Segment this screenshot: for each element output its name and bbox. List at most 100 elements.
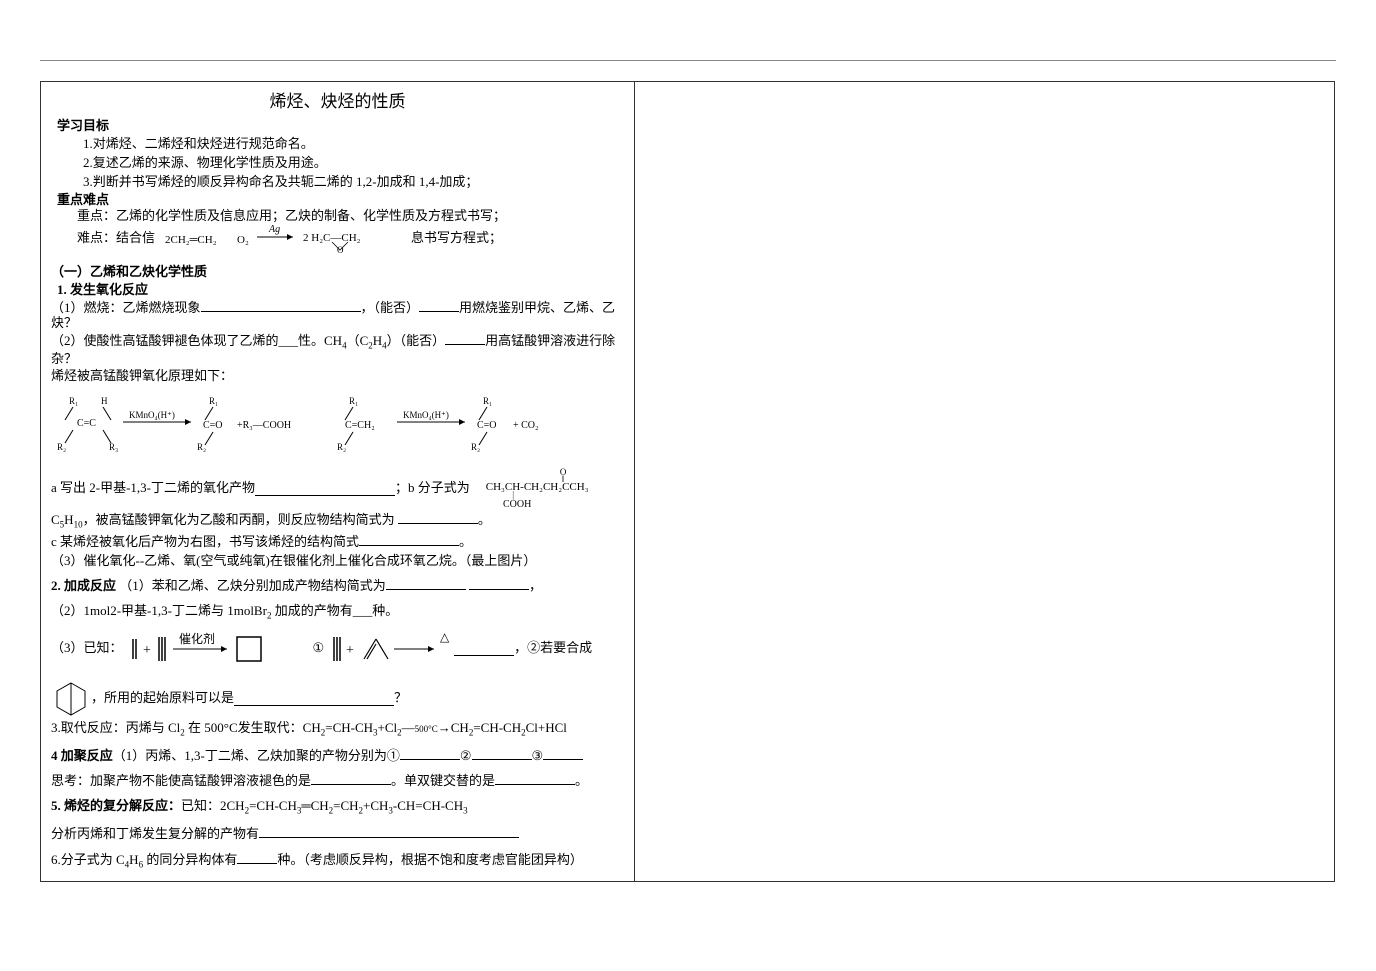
add-q3c: ，②若要合成	[514, 639, 592, 658]
mt-a: 已知：2CH	[181, 798, 245, 813]
th-b: 。单双键交替的是	[391, 773, 495, 788]
page-root: 烯烃、炔烃的性质 学习目标 1.对烯烃、二烯烃和炔烃进行规范命名。 2.复述乙烯…	[0, 0, 1376, 882]
svg-text:R₃: R₃	[109, 442, 118, 452]
blank	[386, 576, 466, 590]
mt-e: +CH	[363, 798, 388, 813]
blank	[543, 746, 583, 760]
svg-text:R₁: R₁	[209, 396, 218, 406]
qc-end: 。	[459, 534, 472, 549]
add-q3b: ①	[313, 639, 325, 658]
ap-b: ②	[460, 748, 472, 763]
sub2-heading: 2. 加成反应	[51, 578, 116, 593]
svg-text:C=CH₂: C=CH₂	[345, 420, 375, 431]
oxidation-q3: （3）催化氧化--乙烯、氧(空气或纯氧)在银催化剂上催化合成环氧乙烷。（最上图片…	[51, 552, 624, 571]
oxidation-q1: （1）燃烧：乙烯燃烧现象，（能否）用燃烧鉴别甲烷、乙烯、乙炔？	[51, 298, 624, 331]
kp2-formula: 2CH₂═CH₂ O₂ Ag 2 H₂C—CH₂ O	[165, 223, 405, 253]
objectives-heading: 学习目标	[57, 117, 624, 136]
blank	[400, 746, 460, 760]
oxidation-qb: C5H10，被高锰酸钾氧化为乙酸和丙酮，则反应物结构简式为 。	[51, 510, 624, 532]
sub-b: 在 500°C发生取代：CH	[185, 720, 321, 735]
kmno4-svg: R₁ H C=C R₂ R₃ KMnO₄(H⁺) R₁ C=O	[51, 392, 611, 452]
sub5-heading: 5. 烯烃的复分解反应：	[51, 798, 181, 813]
sub1-heading: 1. 发生氧化反应	[51, 282, 624, 298]
svg-text:R₂: R₂	[337, 442, 346, 452]
svg-text:+: +	[346, 643, 354, 658]
addition-q2: （2）1mol2-甲基-1,3-丁二烯与 1molBr2 加成的产物有___种。	[51, 602, 624, 623]
blank	[445, 331, 485, 345]
oxidation-qa: a 写出 2-甲基-1,3-丁二烯的氧化产物 ；b 分子式为 O ‖ CH₃CH-…	[51, 468, 624, 511]
blank	[398, 510, 478, 524]
rx-ag: Ag	[268, 224, 280, 235]
kp2-right: 息书写方程式；	[411, 230, 502, 246]
qb-a: C	[51, 512, 60, 527]
blank	[259, 824, 519, 838]
blank	[311, 771, 391, 785]
mt-b: =CH-CH	[249, 798, 297, 813]
ox1-a: （1）燃烧：乙烯燃烧现象	[51, 300, 201, 315]
qa-a: a 写出 2-甲基-1,3-丁二烯的氧化产物	[51, 479, 255, 498]
svg-text:R₂: R₂	[197, 442, 206, 452]
objective-2: 2.复述乙烯的来源、物理化学性质及用途。	[57, 154, 624, 173]
metathesis-line: 5. 烯烃的复分解反应：已知：2CH2=CH-CH3═CH2=CH2+CH3-C…	[51, 797, 624, 818]
q6-d: 种。（考虑顺反异构，根据不饱和度考虑官能团异构）	[277, 852, 583, 867]
epoxide-reaction-svg: 2CH₂═CH₂ O₂ Ag 2 H₂C—CH₂ O	[165, 223, 405, 253]
ap-c: ③	[532, 748, 544, 763]
svg-text:KMnO₄(H⁺): KMnO₄(H⁺)	[129, 410, 175, 420]
blank	[255, 482, 395, 496]
add-q1a: （1）苯和乙烯、乙炔分别加成产物结构简式为	[119, 578, 386, 593]
sub-temp: 500°C	[415, 724, 438, 734]
svg-text:+ CO₂: + CO₂	[513, 420, 539, 431]
metathesis-analysis: 分析丙烯和丁烯发生复分解的产物有	[51, 824, 624, 844]
sub-a: 3.取代反应：丙烯与 Cl	[51, 720, 180, 735]
svg-text:R₂: R₂	[57, 442, 66, 452]
sub-g: =CH-CH	[473, 720, 521, 735]
qa-b: ；b 分子式为	[395, 479, 470, 498]
objectives-block: 学习目标 1.对烯烃、二烯烃和炔烃进行规范命名。 2.复述乙烯的来源、物理化学性…	[51, 117, 624, 192]
cooh-structure: O ‖ CH₃CH-CH₂CH₂CCH₃ ｜ COOH	[486, 468, 589, 511]
oxidation-qc: c 某烯烃被氧化后产物为右图，书写该烯烃的结构简式 。	[51, 532, 624, 552]
addition-block: 2. 加成反应 （1）苯和乙烯、乙炔分别加成产物结构简式为 ，	[51, 576, 624, 596]
qb-c: ，被高锰酸钾氧化为乙酸和丙酮，则反应物结构简式为	[83, 512, 398, 527]
blank	[237, 850, 277, 864]
svg-text:H: H	[101, 396, 108, 406]
blank	[419, 298, 459, 312]
mt-f: -CH=CH-CH	[393, 798, 463, 813]
svg-text:△: △	[440, 630, 450, 644]
sub-f: →CH	[438, 720, 469, 735]
svg-text:R₂: R₂	[471, 442, 480, 452]
diels-alder-svg-1: + 催化剂	[123, 629, 313, 669]
keypoint-1: 重点：乙烯的化学性质及信息应用；乙炔的制备、化学性质及方程式书写；	[57, 208, 624, 224]
blank	[454, 642, 514, 656]
bicyclic-svg	[51, 679, 91, 719]
rx-plus: O₂	[237, 234, 249, 246]
sub4-heading: 4 加聚反应	[51, 748, 113, 763]
add-q2b: 加成的产物有___种。	[271, 603, 398, 618]
add-q1c: ，	[529, 578, 542, 593]
substitution-line: 3.取代反应：丙烯与 Cl2 在 500°C发生取代：CH2=CH-CH3+Cl…	[51, 719, 624, 740]
svg-text:R₁: R₁	[69, 396, 78, 406]
sub-c: =CH-CH	[325, 720, 373, 735]
sub-h: Cl+HCl	[526, 720, 567, 735]
top-rule	[40, 60, 1336, 61]
column-right	[635, 81, 1335, 882]
sub-e: —	[402, 720, 415, 735]
blank	[469, 576, 529, 590]
section1-heading: （一）乙烯和乙炔化学性质	[51, 263, 624, 282]
add-q3d: ，所用的起始原料可以是	[91, 689, 234, 708]
qb-d: 。	[478, 512, 491, 527]
blank	[495, 771, 575, 785]
svg-text:+: +	[143, 643, 151, 658]
objective-1: 1.对烯烃、二烯烃和炔烃进行规范命名。	[57, 135, 624, 154]
ox1-b: ，（能否）	[361, 300, 420, 315]
ap-a: （1）丙烯、1,3-丁二烯、乙炔加聚的产物分别为①	[113, 748, 400, 763]
blank	[234, 692, 394, 706]
mt-d: =CH	[333, 798, 358, 813]
oxidation-q2: （2）使酸性高锰酸钾褪色体现了乙烯的___性。CH4（C2H4）（能否）用高锰酸…	[51, 331, 624, 367]
addpoly-think: 思考：加聚产物不能使高锰酸钾溶液褪色的是。单双键交替的是。	[51, 771, 624, 791]
qc-a: c 某烯烃被氧化后产物为右图，书写该烯烃的结构简式	[51, 534, 359, 549]
diels-alder-svg-2: + △	[324, 629, 454, 669]
sub-d: +Cl	[378, 720, 398, 735]
ox2-a: （2）使酸性高锰酸钾褪色体现了乙烯的___性。CH	[51, 333, 342, 348]
column-left: 烯烃、炔烃的性质 学习目标 1.对烯烃、二烯烃和炔烃进行规范命名。 2.复述乙烯…	[40, 81, 635, 882]
th-a: 思考：加聚产物不能使高锰酸钾溶液褪色的是	[51, 773, 311, 788]
